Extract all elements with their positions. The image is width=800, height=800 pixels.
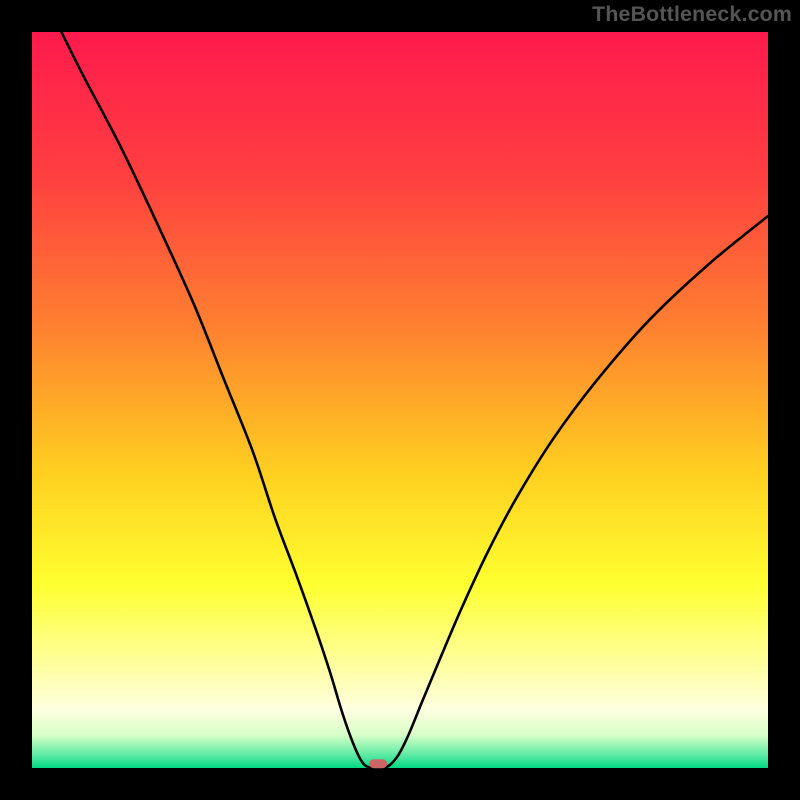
optimum-marker <box>369 759 387 769</box>
bottleneck-chart-figure: TheBottleneck.com <box>0 0 800 800</box>
watermark-text: TheBottleneck.com <box>592 2 792 27</box>
gradient-background <box>32 32 768 768</box>
chart-svg <box>32 32 768 768</box>
plot-area <box>32 32 768 768</box>
